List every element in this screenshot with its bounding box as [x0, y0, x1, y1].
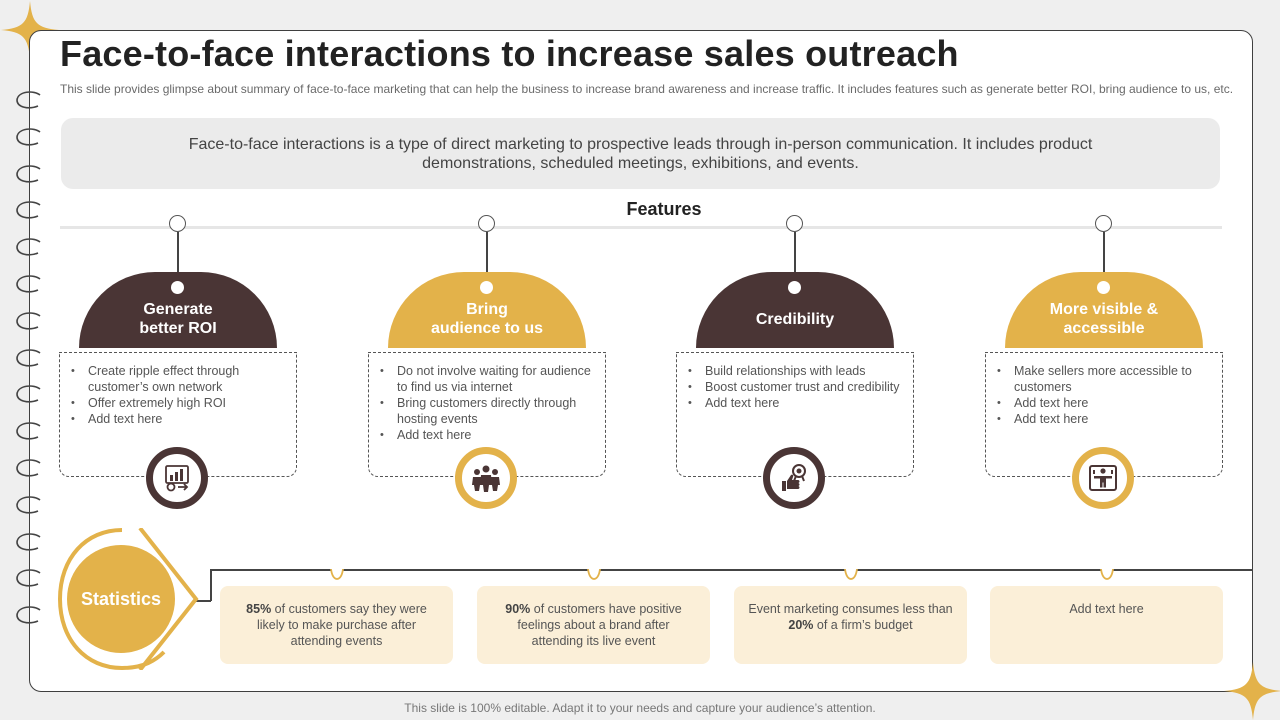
statistics-ring-icon: [57, 528, 199, 670]
audience-group-icon: [472, 465, 500, 492]
stat-pin-icon: [330, 569, 344, 580]
feature-stem: [794, 232, 796, 290]
stat-card: Event marketing consumes less than 20% o…: [734, 586, 967, 664]
page-title: Face-to-face interactions to increase sa…: [60, 33, 959, 74]
statistics-badge: Statistics: [56, 528, 201, 670]
binding-ring-icon: [16, 128, 41, 146]
feature-pin: [1095, 215, 1112, 232]
binding-ring-icon: [16, 164, 41, 183]
stat-pin-icon: [1100, 569, 1114, 580]
feature-pin: [169, 215, 186, 232]
stat-card: Add text here: [990, 586, 1223, 664]
stats-connector: [210, 569, 212, 601]
feature-badge: [763, 447, 825, 509]
stat-pin-icon: [587, 569, 601, 580]
feature-title-line1: Bring: [466, 301, 508, 318]
feature-header: Generate better ROI: [79, 272, 277, 348]
star-decoration-icon: [1224, 662, 1280, 720]
feature-bullet: Add text here: [996, 395, 1212, 411]
feature-badge: [146, 447, 208, 509]
binding-ring-icon: [16, 606, 41, 624]
feature-bullet: Make sellers more accessible to customer…: [996, 363, 1212, 395]
feature-stem: [1103, 232, 1105, 290]
roi-chart-icon: [165, 465, 189, 492]
feature-bullet: Add text here: [996, 411, 1212, 427]
binding-ring-icon: [16, 422, 41, 440]
stat-pin-icon: [844, 569, 858, 580]
feature-title-line1: Generate: [143, 301, 213, 318]
intro-text: Face-to-face interactions is a type of d…: [188, 135, 1093, 172]
feature-badge: [455, 447, 517, 509]
stat-value: 85%: [246, 602, 272, 616]
feature-card-credibility: Credibility Build relationships with lea…: [676, 215, 914, 515]
feature-header: More visible & accessible: [1005, 272, 1203, 348]
feature-bullet: Add text here: [687, 395, 903, 411]
feature-bullet: Boost customer trust and credibility: [687, 379, 903, 395]
stats-connector: [193, 600, 211, 602]
person-visible-icon: [1089, 465, 1117, 491]
feature-header: Credibility: [696, 272, 894, 348]
stat-card: 85% of customers say they were likely to…: [220, 586, 453, 664]
binding-ring-icon: [16, 496, 41, 514]
binding-ring-icon: [16, 459, 41, 477]
feature-stem: [486, 232, 488, 290]
footer-note: This slide is 100% editable. Adapt it to…: [404, 701, 876, 715]
thumbs-up-badge-icon: [782, 464, 806, 491]
features-heading: Features: [626, 199, 702, 219]
binding-ring-icon: [16, 201, 41, 219]
binding-ring-icon: [16, 532, 41, 551]
stat-value: 90%: [505, 602, 531, 616]
feature-title-line1: Credibility: [755, 310, 835, 328]
stat-value: 20%: [788, 618, 814, 632]
feature-pin: [478, 215, 495, 232]
binding-ring-icon: [16, 569, 41, 587]
feature-bullet: Bring customers directly through hosting…: [379, 395, 595, 427]
stats-connector: [210, 569, 1253, 571]
stat-card: 90% of customers have positive feelings …: [477, 586, 710, 664]
feature-badge: [1072, 447, 1134, 509]
binding-ring-icon: [16, 385, 41, 403]
binding-ring-icon: [16, 312, 41, 330]
feature-stem: [177, 232, 179, 290]
page-subtitle: This slide provides glimpse about summar…: [60, 82, 1234, 96]
binding-ring-icon: [16, 238, 41, 256]
feature-title-line2: audience to us: [430, 320, 544, 337]
feature-pin: [786, 215, 803, 232]
feature-bullet: Create ripple effect through customer’s …: [70, 363, 286, 395]
statistics-label: Statistics: [67, 545, 175, 653]
feature-title-line1: More visible &: [1049, 301, 1159, 318]
feature-bullet: Build relationships with leads: [687, 363, 903, 379]
feature-title-line2: accessible: [1063, 320, 1145, 337]
binding-ring-icon: [16, 348, 41, 367]
binding-ring-icon: [16, 91, 41, 109]
feature-card-audience: Bring audience to us Do not involve wait…: [368, 215, 606, 515]
feature-bullet: Do not involve waiting for audience to f…: [379, 363, 595, 395]
feature-bullet: Add text here: [379, 427, 595, 443]
feature-card-visible: More visible & accessible Make sellers m…: [985, 215, 1223, 515]
intro-box: Face-to-face interactions is a type of d…: [61, 118, 1220, 189]
features-divider: [60, 226, 1222, 229]
star-decoration-icon: [1, 1, 59, 59]
feature-bullet: Add text here: [70, 411, 286, 427]
feature-header: Bring audience to us: [388, 272, 586, 348]
feature-card-roi: Generate better ROI Create ripple effect…: [59, 215, 297, 515]
binding-ring-icon: [16, 275, 41, 293]
feature-title-line2: better ROI: [139, 320, 217, 337]
feature-bullet: Offer extremely high ROI: [70, 395, 286, 411]
